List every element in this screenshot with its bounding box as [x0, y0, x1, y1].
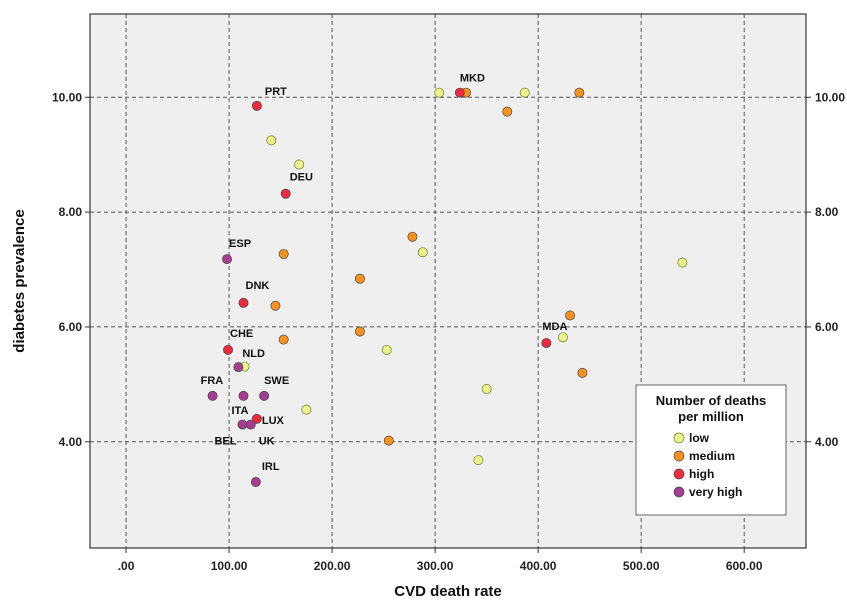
data-point-high	[223, 344, 233, 355]
data-point-very-high	[222, 254, 232, 265]
point-label-fra: FRA	[201, 375, 224, 387]
point-label-bel: BEL	[214, 436, 236, 448]
legend-marker-very-high	[673, 486, 685, 498]
data-point-medium	[278, 334, 289, 345]
right-y-tick-label: 4.00	[815, 435, 839, 449]
legend-title-line: per million	[678, 409, 744, 424]
data-point-medium	[407, 231, 418, 242]
data-point-high	[251, 413, 262, 424]
point-label-dnk: DNK	[246, 280, 270, 292]
legend-label-very-high: very high	[689, 485, 742, 499]
data-point-low	[481, 383, 492, 394]
point-label-mda: MDA	[542, 321, 567, 333]
legend-marker-high	[673, 468, 685, 480]
right-y-tick-label: 10.00	[815, 90, 845, 104]
point-label-swe: SWE	[264, 375, 289, 387]
data-point-very-high	[237, 419, 248, 430]
data-point-medium	[574, 87, 585, 98]
data-point-high	[454, 87, 465, 98]
data-point-medium	[502, 106, 513, 117]
data-point-medium	[270, 300, 281, 311]
legend-marker-low	[673, 432, 685, 444]
axis-ticks: .00 100.00 200.00 300.00 400.00 500.00 600.00 4…	[52, 90, 845, 573]
data-point-low	[557, 332, 568, 343]
x-tick-label: 500.00	[623, 559, 660, 573]
data-point-high	[238, 297, 249, 308]
legend-marker-medium	[673, 450, 685, 462]
point-label-lux: LUX	[262, 415, 285, 427]
x-tick-label: 300.00	[417, 559, 454, 573]
data-point-medium	[565, 310, 576, 321]
data-point-low	[473, 455, 484, 466]
y-axis-title: diabetes prevalence	[11, 209, 28, 352]
data-point-high	[280, 188, 291, 199]
data-point-low	[266, 135, 277, 146]
point-label-uk: UK	[259, 436, 275, 448]
data-point-very-high	[259, 390, 270, 401]
data-point-medium	[278, 249, 289, 259]
point-label-ita: ITA	[232, 405, 249, 417]
data-point-low	[677, 257, 688, 268]
legend-label-medium: medium	[689, 449, 735, 463]
data-point-high	[541, 338, 552, 348]
data-point-low	[519, 87, 530, 98]
data-point-low	[417, 247, 428, 258]
legend-label-high: high	[689, 467, 714, 481]
data-point-very-high	[245, 419, 256, 430]
data-point-very-high	[207, 390, 218, 401]
data-point-very-high	[233, 362, 244, 373]
right-y-tick-label: 6.00	[815, 320, 839, 334]
data-point-medium	[354, 273, 365, 284]
legend-label-low: low	[689, 431, 710, 445]
point-label-nld: NLD	[242, 348, 265, 360]
plot-frame	[89, 13, 807, 549]
x-tick-label: 600.00	[726, 559, 763, 573]
data-point-high	[251, 100, 262, 111]
right-y-tick-label: 8.00	[815, 205, 839, 219]
x-tick-label: .00	[118, 559, 135, 573]
point-label-prt: PRT	[265, 86, 287, 98]
point-label-esp: ESP	[229, 238, 251, 250]
y-tick-label: 8.00	[59, 205, 83, 219]
x-tick-label: 400.00	[520, 559, 557, 573]
legend-title-line: Number of deaths	[656, 393, 767, 408]
data-point-medium	[383, 435, 394, 446]
data-point-medium	[577, 367, 588, 378]
x-tick-label: 200.00	[314, 559, 351, 573]
point-labels: PRT DEU ESP DNK CHE NLD FRA SWE BEL UK LUX IRL MKD MD…	[201, 73, 568, 473]
data-points	[207, 87, 688, 487]
y-tick-label: 4.00	[59, 435, 83, 449]
point-label-mkd: MKD	[460, 73, 485, 85]
data-point-very-high	[238, 390, 249, 401]
x-tick-label: 100.00	[211, 559, 248, 573]
point-label-deu: DEU	[290, 172, 313, 184]
data-point-medium	[354, 326, 365, 337]
data-point-low	[434, 87, 445, 98]
legend-box	[635, 384, 787, 516]
data-point-very-high	[250, 477, 261, 487]
y-tick-label: 10.00	[52, 90, 82, 104]
x-axis-title: CVD death rate	[394, 583, 502, 600]
data-point-low	[301, 404, 312, 415]
point-label-irl: IRL	[262, 461, 280, 473]
data-point-low	[381, 344, 392, 355]
data-point-low	[294, 159, 305, 170]
point-label-che: CHE	[230, 328, 253, 340]
y-tick-label: 6.00	[59, 320, 83, 334]
